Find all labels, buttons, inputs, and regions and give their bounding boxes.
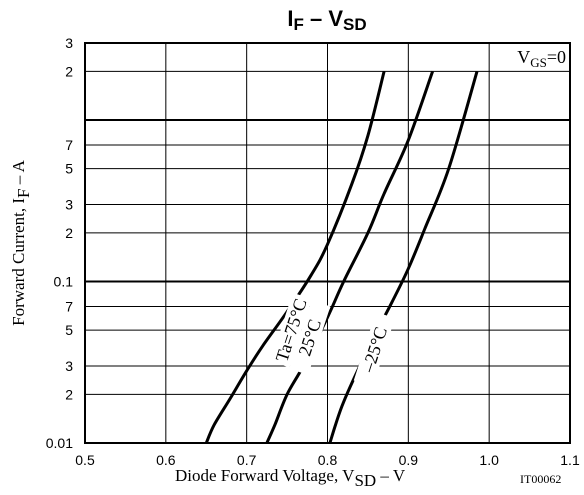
y-tick-label: 5 [65,161,73,177]
y-tick-label: 0.1 [54,274,74,290]
y-tick-label: 3 [65,196,73,212]
y-tick-label: 5 [65,322,73,338]
series-line [265,70,435,444]
drawing-number: IT00062 [520,472,561,486]
x-tick-label: 1.0 [479,452,499,468]
x-tick-label: 0.7 [237,452,257,468]
x-tick-label: 1.1 [560,452,580,468]
x-tick-label: 0.5 [75,452,95,468]
y-tick-label: 3 [65,358,73,374]
y-tick-label: 7 [65,299,73,315]
series-label: –25°C [357,324,391,375]
y-tick-labels: 0.01 2 3 5 7 0.1 2 3 5 7 2 3 [46,35,73,451]
y-axis-label: Forward Current, IF – A [9,159,33,325]
x-tick-label: 0.8 [318,452,338,468]
series-label-bg [289,300,331,375]
series-labels: Ta=75°C25°C –25°C [270,292,396,387]
x-tick-labels: 0.5 0.6 0.7 0.8 0.9 1.0 1.1 [75,452,580,468]
x-tick-label: 0.9 [399,452,419,468]
x-axis-label: Diode Forward Voltage, VSD – V [175,466,406,490]
y-tick-label: 2 [65,63,73,79]
series-label-bg [353,312,396,387]
series-label-bg [270,292,312,368]
plot-frame [84,42,571,444]
condition-label: VGS=0 [517,47,566,70]
condition-box [500,44,569,70]
y-gridlines [85,70,570,395]
y-tick-label: 0.01 [46,435,73,451]
y-tick-label: 2 [65,225,73,241]
y-tick-label: 3 [65,35,73,51]
chart-title: IF – VSD [287,6,366,34]
x-tick-label: 0.6 [156,452,176,468]
y-tick-label: 2 [65,386,73,402]
y-tick-label: 7 [65,137,73,153]
series-line [328,70,479,444]
